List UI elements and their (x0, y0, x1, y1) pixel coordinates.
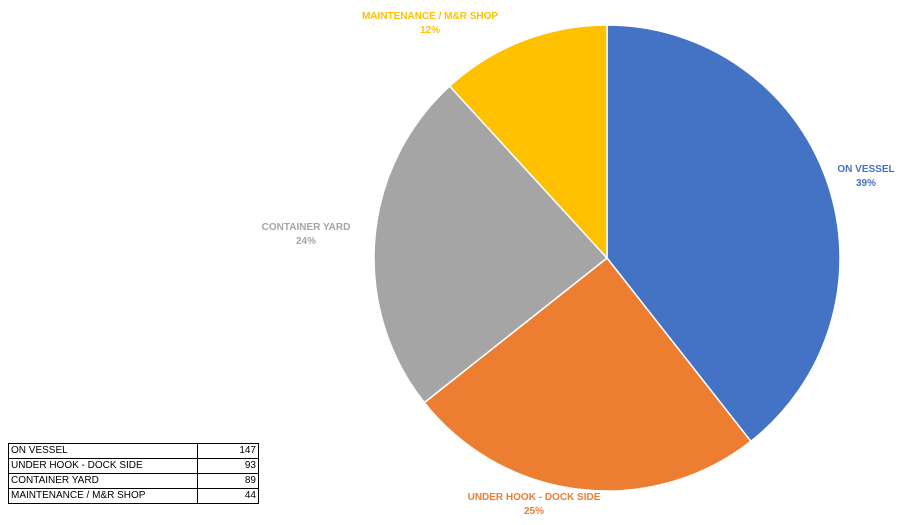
slice-label-percent: 25% (524, 506, 544, 517)
table-value-cell: 89 (197, 473, 259, 489)
slice-label-percent: 24% (296, 236, 316, 247)
table-row: ON VESSEL 147 (8, 443, 259, 459)
slice-label-percent: 39% (856, 178, 876, 189)
slice-label-name: UNDER HOOK - DOCK SIDE (468, 492, 601, 503)
pie-slices (373, 24, 841, 492)
table-row: UNDER HOOK - DOCK SIDE 93 (8, 458, 259, 474)
data-table: ON VESSEL 147 UNDER HOOK - DOCK SIDE 93 … (8, 443, 259, 504)
pie-labels: ON VESSEL 39% UNDER HOOK - DOCK SIDE 25% CON… (262, 11, 895, 517)
pie-slice-container-yard (373, 85, 609, 404)
table-row: MAINTENANCE / M&R SHOP 44 (8, 488, 259, 504)
slice-label-name: ON VESSEL (837, 164, 894, 175)
slice-label-name: MAINTENANCE / M&R SHOP (362, 11, 498, 22)
slice-label-percent: 12% (420, 25, 440, 36)
table-category-cell: UNDER HOOK - DOCK SIDE (8, 458, 198, 474)
pie-slice-maintenance-m-r-shop (448, 24, 608, 260)
table-value-cell: 93 (197, 458, 259, 474)
slice-label-name: CONTAINER YARD (262, 222, 351, 233)
table-category-cell: CONTAINER YARD (8, 473, 198, 489)
table-category-cell: ON VESSEL (8, 443, 198, 459)
table-category-cell: MAINTENANCE / M&R SHOP (8, 488, 198, 504)
pie-slice-under-hook-dock-side (423, 256, 752, 492)
table-row: CONTAINER YARD 89 (8, 473, 259, 489)
table-value-cell: 147 (197, 443, 259, 459)
table-value-cell: 44 (197, 488, 259, 504)
pie-slice-on-vessel (606, 24, 841, 443)
